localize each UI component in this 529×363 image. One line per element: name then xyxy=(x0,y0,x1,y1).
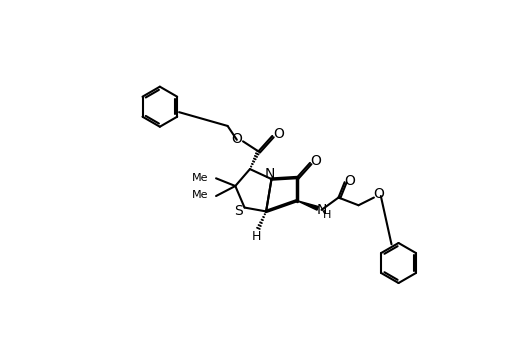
Text: O: O xyxy=(231,132,242,146)
Text: H: H xyxy=(323,210,331,220)
Text: O: O xyxy=(344,174,355,188)
Text: O: O xyxy=(373,187,384,201)
Text: Me: Me xyxy=(192,190,208,200)
Text: N: N xyxy=(316,203,327,217)
Text: N: N xyxy=(265,167,275,182)
Text: S: S xyxy=(234,204,243,218)
Polygon shape xyxy=(297,201,318,210)
Text: O: O xyxy=(310,154,321,168)
Text: O: O xyxy=(273,127,284,142)
Text: Me: Me xyxy=(192,172,208,183)
Text: H: H xyxy=(252,229,261,242)
